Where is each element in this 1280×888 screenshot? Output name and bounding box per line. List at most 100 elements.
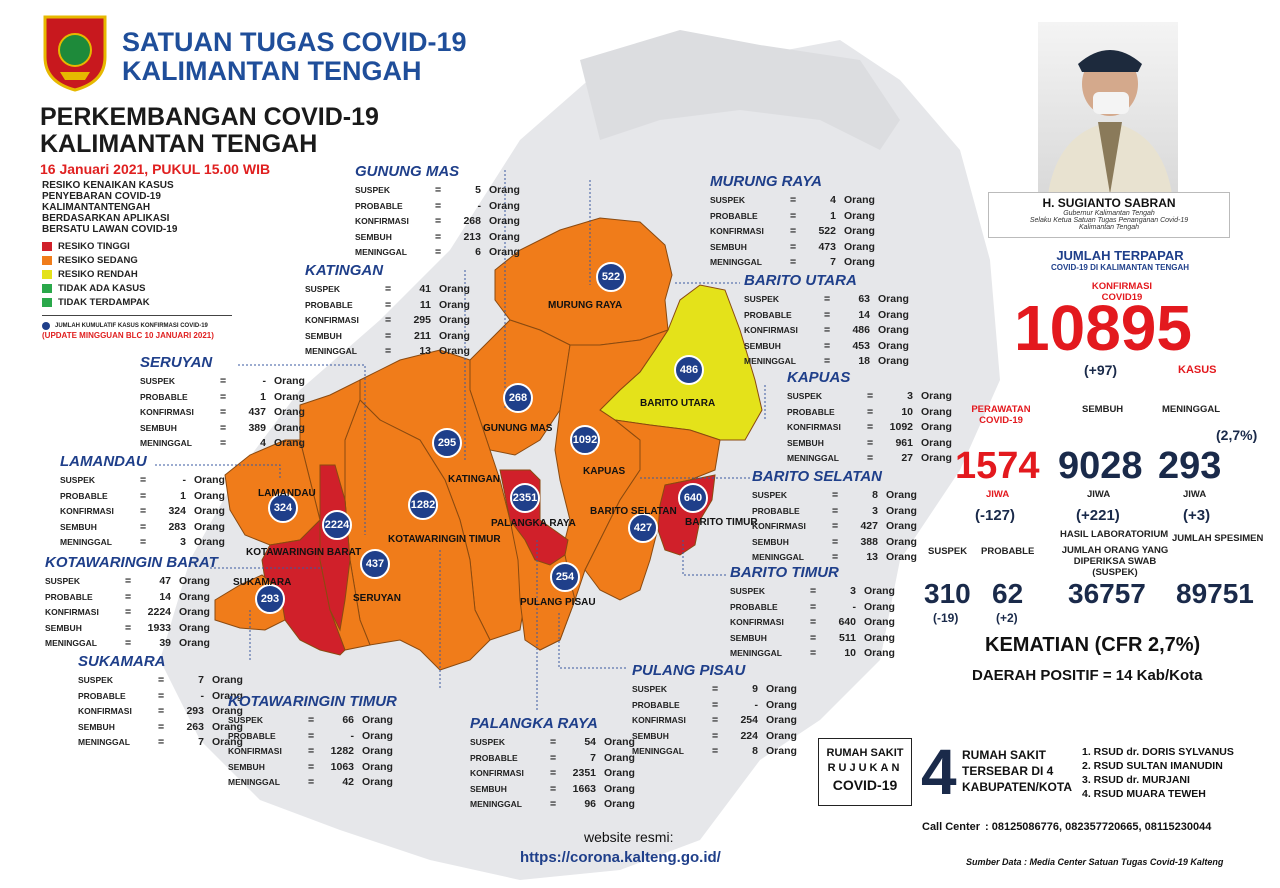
legend-item-tidak-ada: TIDAK ADA KASUS bbox=[42, 281, 242, 295]
stat-label: SUSPEK bbox=[45, 576, 80, 586]
equals-sign: = bbox=[158, 689, 165, 702]
stat-unit: Orang bbox=[179, 637, 210, 649]
governor-role-3: Kalimantan Tengah bbox=[1078, 224, 1140, 231]
legend-item-tidak-terdampak: TIDAK TERDAMPAK bbox=[42, 295, 242, 309]
dot-lamandau[interactable]: 324 bbox=[268, 493, 298, 523]
stat-label: KONFIRMASI bbox=[305, 315, 359, 325]
dot-sukamara[interactable]: 293 bbox=[255, 584, 285, 614]
stat-row-suspek: SUSPEK = 41 Orang bbox=[305, 282, 470, 298]
stat-row-konfirmasi: KONFIRMASI = 293 Orang bbox=[78, 704, 243, 720]
legend-heading-3: KALIMANTANTENGAH bbox=[42, 202, 151, 213]
stat-unit: Orang bbox=[921, 452, 952, 464]
stat-value: 427 bbox=[860, 520, 878, 532]
map-label-seruyan: SERUYAN bbox=[353, 593, 401, 604]
equals-sign: = bbox=[308, 776, 315, 788]
map-label-barito-timur: BARITO TIMUR bbox=[685, 517, 758, 528]
website-link[interactable]: https://corona.kalteng.go.id/ bbox=[520, 849, 721, 866]
stat-row-sembuh: SEMBUH = 283 Orang bbox=[60, 520, 225, 536]
stat-row-sembuh: SEMBUH = 473 Orang bbox=[710, 240, 875, 256]
dot-murung-raya[interactable]: 522 bbox=[596, 262, 626, 292]
equals-sign: = bbox=[125, 606, 132, 618]
dot-barito-utara[interactable]: 486 bbox=[674, 355, 704, 385]
equals-sign: = bbox=[712, 683, 719, 695]
equals-sign: = bbox=[712, 714, 719, 726]
dot-barito-selatan[interactable]: 427 bbox=[628, 513, 658, 543]
dot-barito-timur[interactable]: 640 bbox=[678, 483, 708, 513]
stat-value: 263 bbox=[186, 720, 204, 733]
equals-sign: = bbox=[140, 505, 147, 517]
stat-value: 3 bbox=[180, 536, 186, 548]
legend-item-tinggi: RESIKO TINGGI bbox=[42, 239, 242, 253]
stat-unit: Orang bbox=[439, 283, 470, 295]
swatch-green bbox=[42, 283, 52, 293]
stat-value: 522 bbox=[818, 225, 836, 237]
stat-unit: Orang bbox=[439, 298, 470, 311]
region-name: LAMANDAU bbox=[60, 453, 147, 470]
perawatan-label-1: PERAWATAN bbox=[971, 404, 1031, 415]
dot-gunung-mas[interactable]: 268 bbox=[503, 383, 533, 413]
stat-row-meninggal: MENINGGAL = 3 Orang bbox=[60, 535, 225, 551]
legend-dot-note: JUMLAH KUMULATIF KASUS KONFIRMASI COVID-… bbox=[42, 321, 242, 331]
stat-value: 4 bbox=[830, 194, 836, 206]
dot-seruyan[interactable]: 437 bbox=[360, 549, 390, 579]
rs-desc-2: TERSEBAR DI 4 bbox=[962, 764, 1054, 778]
equals-sign: = bbox=[867, 405, 874, 418]
stat-label: SEMBUH bbox=[632, 730, 669, 741]
stat-row-meninggal: MENINGGAL = 27 Orang bbox=[787, 451, 952, 467]
stat-row-suspek: SUSPEK = 5 Orang bbox=[355, 183, 520, 199]
dot-kapuas[interactable]: 1092 bbox=[570, 425, 600, 455]
dot-kotawaringin-barat[interactable]: 2224 bbox=[322, 510, 352, 540]
region-barito-selatan[interactable] bbox=[584, 419, 721, 601]
governor-name: H. SUGIANTO SABRAN bbox=[1042, 196, 1176, 210]
website-label: website resmi: bbox=[584, 829, 674, 845]
equals-sign: = bbox=[824, 308, 831, 321]
dot-katingan[interactable]: 295 bbox=[432, 428, 462, 458]
stat-label: KONFIRMASI bbox=[730, 617, 784, 627]
call-center-numbers[interactable]: : 08125086776, 082357720665, 08115230044 bbox=[985, 821, 1212, 833]
stat-value: 2224 bbox=[147, 606, 171, 618]
stat-label: MENINGGAL bbox=[228, 777, 280, 787]
rs-list-item: 1. RSUD dr. DORIS SYLVANUS bbox=[1082, 746, 1234, 758]
stat-label: SUSPEK bbox=[744, 294, 779, 304]
stat-value: 511 bbox=[839, 631, 856, 644]
stat-label: MENINGGAL bbox=[752, 552, 804, 562]
stat-row-suspek: SUSPEK = 66 Orang bbox=[228, 713, 397, 729]
stat-row-suspek: SUSPEK = 8 Orang bbox=[752, 488, 917, 504]
equals-sign: = bbox=[220, 406, 227, 418]
perawatan-label-2: COVID-19 bbox=[979, 415, 1023, 426]
rs-desc-3: KABUPATEN/KOTA bbox=[962, 780, 1072, 794]
kalteng-emblem-logo bbox=[43, 15, 107, 92]
stat-unit: Orang bbox=[362, 760, 393, 773]
equals-sign: = bbox=[867, 390, 874, 402]
stat-value: 14 bbox=[159, 590, 171, 603]
stat-value: 453 bbox=[852, 339, 870, 352]
stat-row-suspek: SUSPEK = 54 Orang bbox=[470, 735, 635, 751]
stat-unit: Orang bbox=[604, 751, 635, 764]
map-label-sukamara: SUKAMARA bbox=[233, 577, 292, 588]
rs-count: 4 bbox=[921, 736, 957, 808]
stat-row-probable: PROBABLE = 11 Orang bbox=[305, 298, 470, 314]
stat-label: SEMBUH bbox=[45, 622, 82, 633]
dot-kotawaringin-timur[interactable]: 1282 bbox=[408, 490, 438, 520]
stat-unit: Orang bbox=[844, 240, 875, 253]
stat-label: PROBABLE bbox=[305, 299, 353, 310]
stat-unit: Orang bbox=[489, 246, 520, 258]
dot-pulang-pisau[interactable]: 254 bbox=[550, 562, 580, 592]
stat-value: - bbox=[350, 729, 355, 742]
stat-value: 10 bbox=[901, 405, 913, 418]
stat-value: 41 bbox=[419, 283, 431, 295]
stat-label: MENINGGAL bbox=[744, 356, 796, 366]
equals-sign: = bbox=[158, 705, 165, 717]
region-name: PULANG PISAU bbox=[632, 662, 746, 679]
meninggal-delta: (+3) bbox=[1183, 507, 1211, 524]
stat-row-konfirmasi: KONFIRMASI = 427 Orang bbox=[752, 519, 917, 535]
stat-unit: Orang bbox=[362, 776, 393, 788]
stat-unit: Orang bbox=[886, 535, 917, 548]
dot-palangka-raya[interactable]: 2351 bbox=[510, 483, 540, 513]
legend-heading-1: RESIKO KENAIKAN KASUS bbox=[42, 180, 174, 191]
stat-row-meninggal: MENINGGAL = 13 Orang bbox=[305, 344, 470, 360]
stat-row-meninggal: MENINGGAL = 96 Orang bbox=[470, 797, 635, 813]
stat-unit: Orang bbox=[179, 621, 210, 634]
equals-sign: = bbox=[308, 745, 315, 757]
org-line-1: SATUAN TUGAS COVID-19 bbox=[122, 27, 467, 57]
